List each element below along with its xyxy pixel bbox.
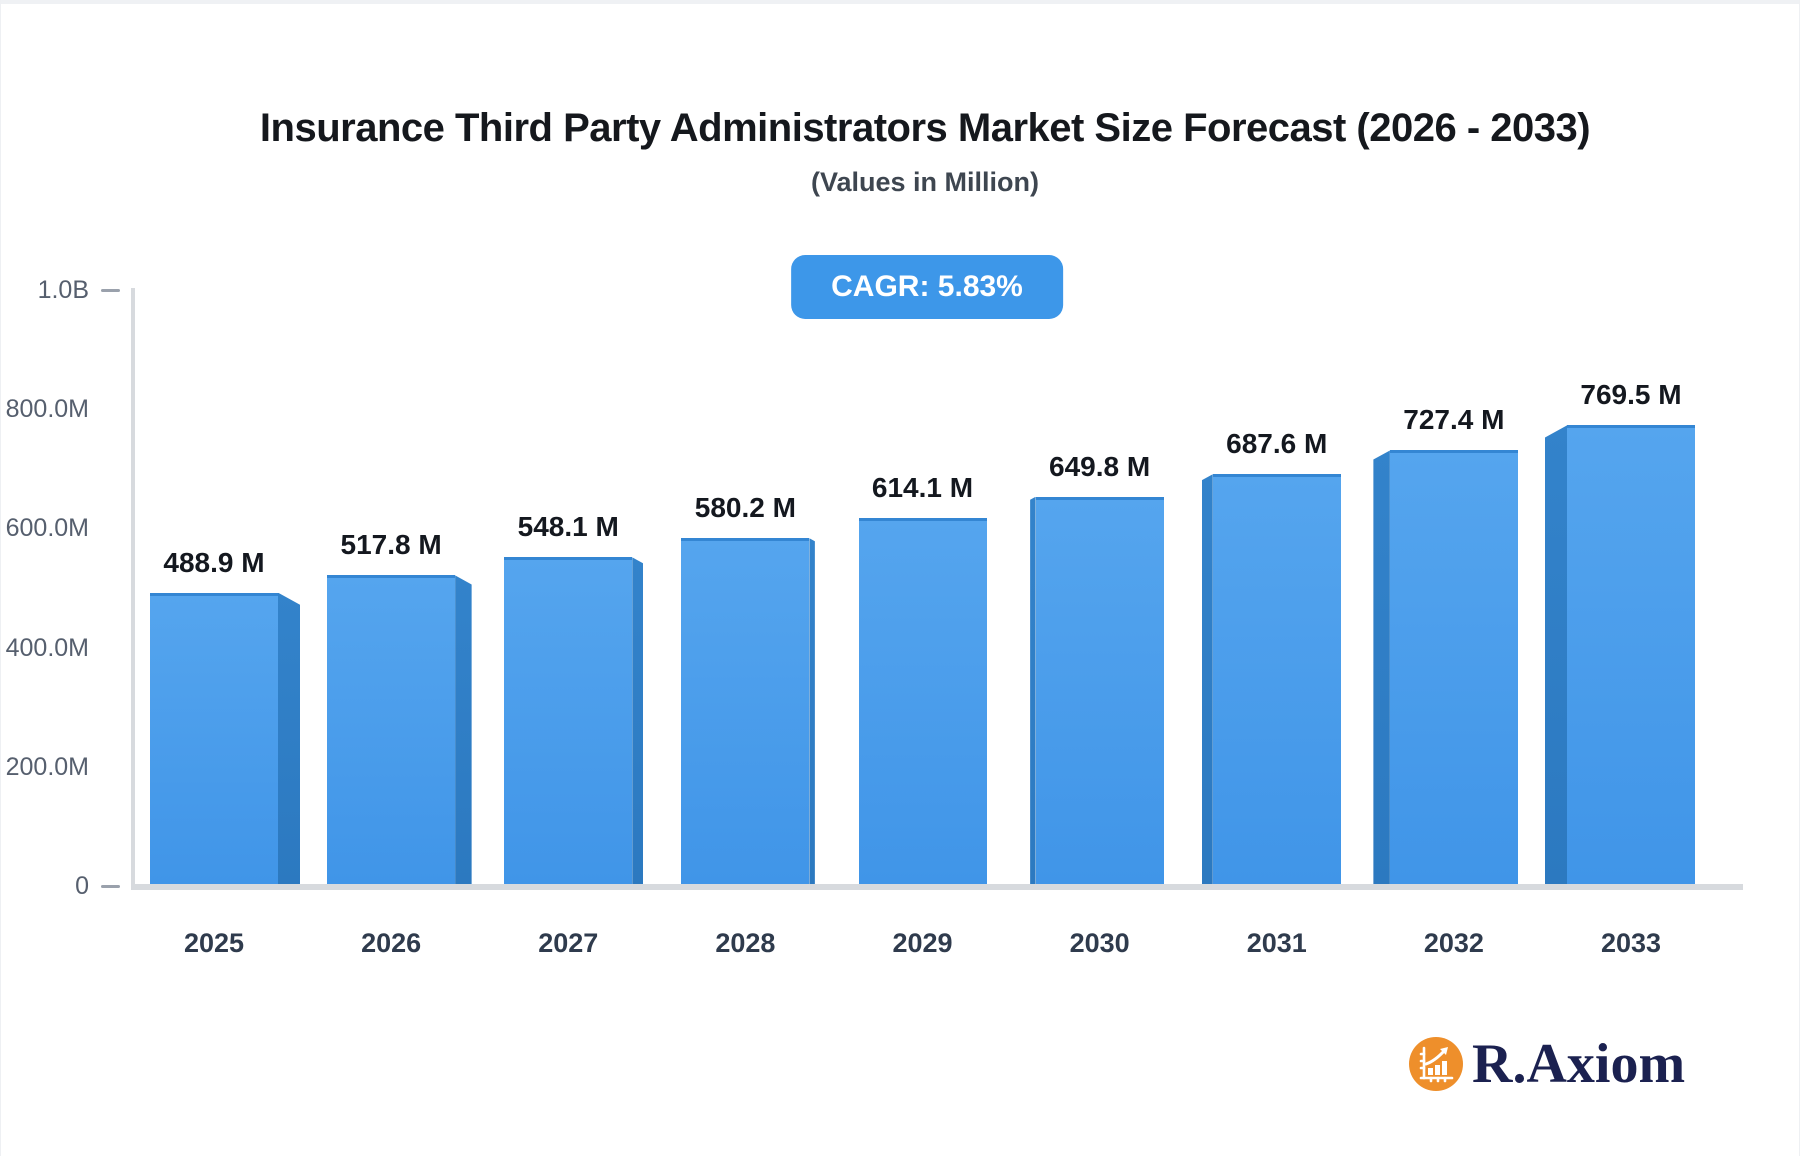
x-axis-label-2031: 2031	[1246, 928, 1307, 958]
bar-value-label: 769.5 M	[1580, 379, 1682, 411]
x-axis-label-2027: 2027	[538, 928, 599, 958]
x-axis-label-2033: 2033	[1600, 928, 1662, 958]
bar-side-2033	[1545, 425, 1567, 884]
bar-2029	[858, 517, 987, 884]
bar-2027	[504, 557, 633, 884]
logo: R.Axiom	[1409, 1036, 1685, 1092]
logo-text: R.Axiom	[1472, 1033, 1686, 1095]
bar-value-label: 649.8 M	[1049, 450, 1151, 482]
y-axis-label: 0	[75, 872, 89, 900]
bar-2028	[681, 538, 810, 884]
bar-side-2025	[278, 592, 300, 884]
y-axis-label: 400.0M	[5, 633, 89, 662]
bar-side-2031	[1201, 474, 1213, 884]
bar-2033	[1567, 425, 1695, 884]
bar-2031	[1212, 474, 1341, 884]
bar-side-2027	[632, 557, 644, 884]
x-axis-label-2025: 2025	[183, 928, 245, 958]
top-strip	[1, 0, 1799, 4]
y-axis-tick	[101, 885, 120, 888]
bar-value-label: 548.1 M	[517, 511, 619, 543]
bar-value-label: 614.1 M	[871, 471, 974, 503]
bar-value-label: 517.8 M	[340, 529, 442, 561]
bar-2030	[1035, 496, 1164, 884]
y-axis-label: 800.0M	[5, 395, 89, 424]
bar-2025	[150, 592, 278, 884]
x-axis-label-2029: 2029	[892, 928, 953, 958]
chart-header: Insurance Third Party Administrators Mar…	[26, 106, 1799, 198]
bar-2032	[1389, 450, 1518, 884]
bar-value-label: 687.6 M	[1226, 428, 1328, 460]
x-axis-label-2026: 2026	[361, 928, 422, 958]
x-axis-label-2032: 2032	[1423, 928, 1484, 958]
y-axis-tick	[101, 289, 120, 292]
chart-subtitle: (Values in Million)	[810, 167, 1040, 197]
y-axis-line	[131, 288, 135, 890]
x-axis-label-2028: 2028	[715, 928, 776, 958]
cagr-badge: CAGR: 5.83%	[791, 255, 1063, 319]
bar-side-2026	[455, 575, 472, 884]
bar-side-2028	[809, 538, 815, 884]
x-axis-line	[131, 884, 1743, 890]
bar-value-label: 488.9 M	[163, 546, 265, 578]
bar-value-label: 580.2 M	[694, 492, 796, 524]
y-axis-label: 200.0M	[5, 752, 89, 781]
chart-title: Insurance Third Party Administrators Mar…	[259, 106, 1591, 150]
y-axis-label: 1.0B	[37, 276, 89, 304]
bar-side-2032	[1373, 450, 1390, 884]
bar-value-label: 727.4 M	[1403, 404, 1505, 436]
bar-chart-growth-icon	[1409, 1037, 1463, 1091]
y-axis-label: 600.0M	[5, 514, 89, 543]
bar-side-2030	[1030, 496, 1036, 884]
bar-2026	[327, 575, 456, 884]
x-axis-label-2030: 2030	[1069, 928, 1130, 958]
